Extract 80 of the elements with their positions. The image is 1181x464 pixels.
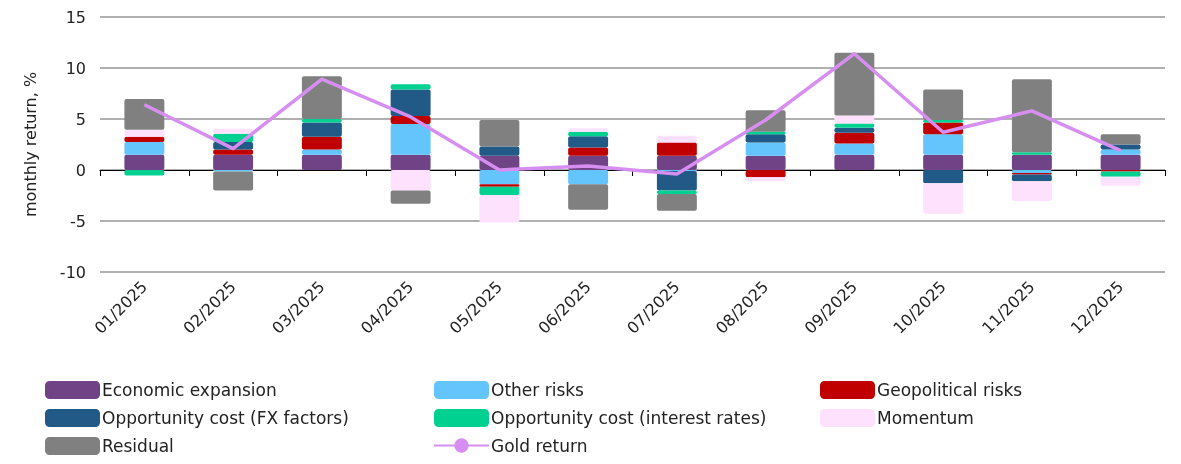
bar [1011, 174, 1052, 182]
bar [1100, 154, 1141, 170]
bar [124, 154, 165, 170]
bar [1100, 134, 1141, 145]
bar [834, 123, 875, 128]
y-tick-label: 10 [65, 58, 86, 78]
bar [656, 142, 697, 156]
y-tick-label: 5 [75, 109, 86, 129]
bar [834, 52, 875, 116]
bar [301, 154, 342, 170]
bar [213, 128, 254, 134]
bar [1100, 176, 1141, 186]
bar [390, 170, 431, 191]
bar [124, 129, 165, 137]
y-tick-label: 15 [65, 7, 86, 27]
y-tick-label: -10 [59, 262, 86, 282]
bar [479, 186, 520, 195]
legend-label: Momentum [877, 408, 974, 428]
legend-label: Gold return [491, 435, 588, 456]
bar [479, 170, 520, 185]
bar [568, 147, 609, 156]
bar [568, 184, 609, 210]
bar [1011, 181, 1052, 202]
y-axis-title: monthly return, % [20, 71, 40, 218]
bar [834, 154, 875, 170]
bar [124, 99, 165, 130]
bar [745, 142, 786, 156]
bar [301, 149, 342, 155]
bar [834, 143, 875, 155]
bar [923, 89, 964, 121]
bar [568, 170, 609, 185]
legend-label: Economic expansion [102, 380, 277, 400]
bar [390, 154, 431, 170]
bar [745, 177, 786, 182]
bar [745, 170, 786, 178]
bar [1011, 79, 1052, 153]
bar [390, 89, 431, 116]
bar [479, 146, 520, 156]
bar [568, 136, 609, 148]
legend-label: Other risks [491, 380, 585, 400]
bar [745, 155, 786, 170]
bar [213, 154, 254, 170]
bar [301, 119, 342, 123]
bar [656, 190, 697, 194]
bar [923, 170, 964, 184]
y-tick-label: -5 [70, 211, 86, 231]
bar [479, 184, 520, 187]
line-series [142, 51, 1123, 176]
bar [1011, 152, 1052, 155]
bar [834, 132, 875, 144]
bar [390, 190, 431, 204]
bar [834, 115, 875, 124]
bar [479, 120, 520, 147]
bar [656, 193, 697, 211]
bar [923, 183, 964, 214]
legend-label: Geopolitical risks [877, 380, 1023, 400]
legend-label: Opportunity cost (interest rates) [491, 408, 767, 428]
bar [390, 84, 431, 90]
y-tick-label: 0 [75, 160, 86, 180]
bar [568, 128, 609, 132]
bar [1100, 149, 1141, 155]
bar [1100, 171, 1141, 177]
bar [834, 127, 875, 133]
bar [656, 135, 697, 143]
bar [213, 171, 254, 191]
bar [1011, 154, 1052, 170]
bar [301, 136, 342, 150]
bar [745, 134, 786, 143]
bar [124, 141, 165, 155]
bar [124, 136, 165, 142]
legend-label: Residual [102, 436, 174, 456]
bar [479, 194, 520, 223]
bar [213, 149, 254, 155]
bar [923, 134, 964, 155]
bar [923, 154, 964, 170]
bar [301, 76, 342, 119]
bar [390, 124, 431, 155]
bar [124, 170, 165, 176]
bar [301, 122, 342, 137]
legend-label: Opportunity cost (FX factors) [102, 408, 349, 428]
